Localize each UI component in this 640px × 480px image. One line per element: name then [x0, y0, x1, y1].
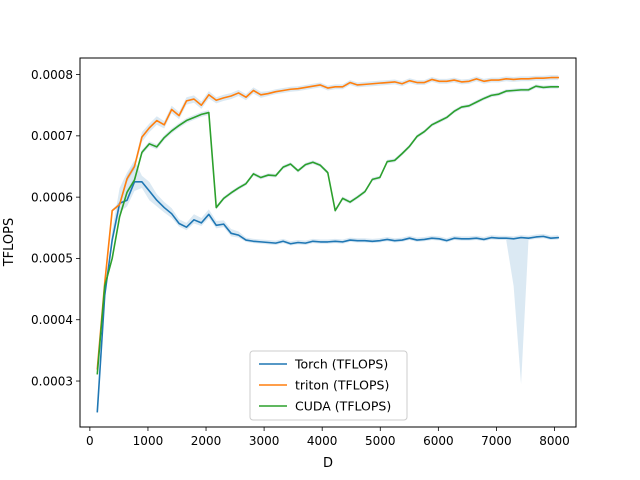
x-tick-label: 7000	[481, 434, 512, 448]
x-tick-label: 4000	[307, 434, 338, 448]
torch-series-band	[97, 160, 559, 412]
plot-frame	[79, 57, 577, 428]
x-tick-label: 2000	[191, 434, 222, 448]
legend-box	[249, 350, 408, 421]
y-axis-ticks: 0.0003 0.0004 0.0005 0.0006 0.0007 0.0008	[31, 68, 80, 388]
triton-series-line	[96, 76, 560, 370]
y-tick-label: 0.0007	[31, 129, 73, 143]
series-lines	[96, 76, 560, 413]
torch-series-line	[96, 181, 560, 413]
x-tick-label: 0	[86, 434, 94, 448]
x-tick-label: 6000	[423, 434, 454, 448]
y-tick-label: 0.0004	[31, 313, 73, 327]
legend: Torch (TFLOPS) triton (TFLOPS) CUDA (TFLOP…	[249, 350, 408, 421]
cuda-series-line	[96, 85, 560, 375]
y-axis-label: TFLOPS	[2, 218, 17, 268]
x-tick-label: 1000	[133, 434, 164, 448]
x-tick-label: 3000	[249, 434, 280, 448]
x-axis-label: D	[323, 456, 333, 471]
legend-label-cuda: CUDA (TFLOPS)	[295, 399, 391, 414]
confidence-bands	[97, 75, 559, 412]
legend-label-torch: Torch (TFLOPS)	[294, 357, 388, 372]
x-tick-label: 5000	[365, 434, 396, 448]
x-tick-label: 8000	[539, 434, 570, 448]
legend-label-triton: triton (TFLOPS)	[295, 378, 389, 393]
y-tick-label: 0.0006	[31, 190, 73, 204]
x-axis-ticks: 0 1000 2000 3000 4000 5000 6000 7000 8000	[86, 427, 570, 448]
y-tick-label: 0.0005	[31, 252, 73, 266]
y-tick-label: 0.0008	[31, 68, 73, 82]
y-tick-label: 0.0003	[31, 374, 73, 388]
